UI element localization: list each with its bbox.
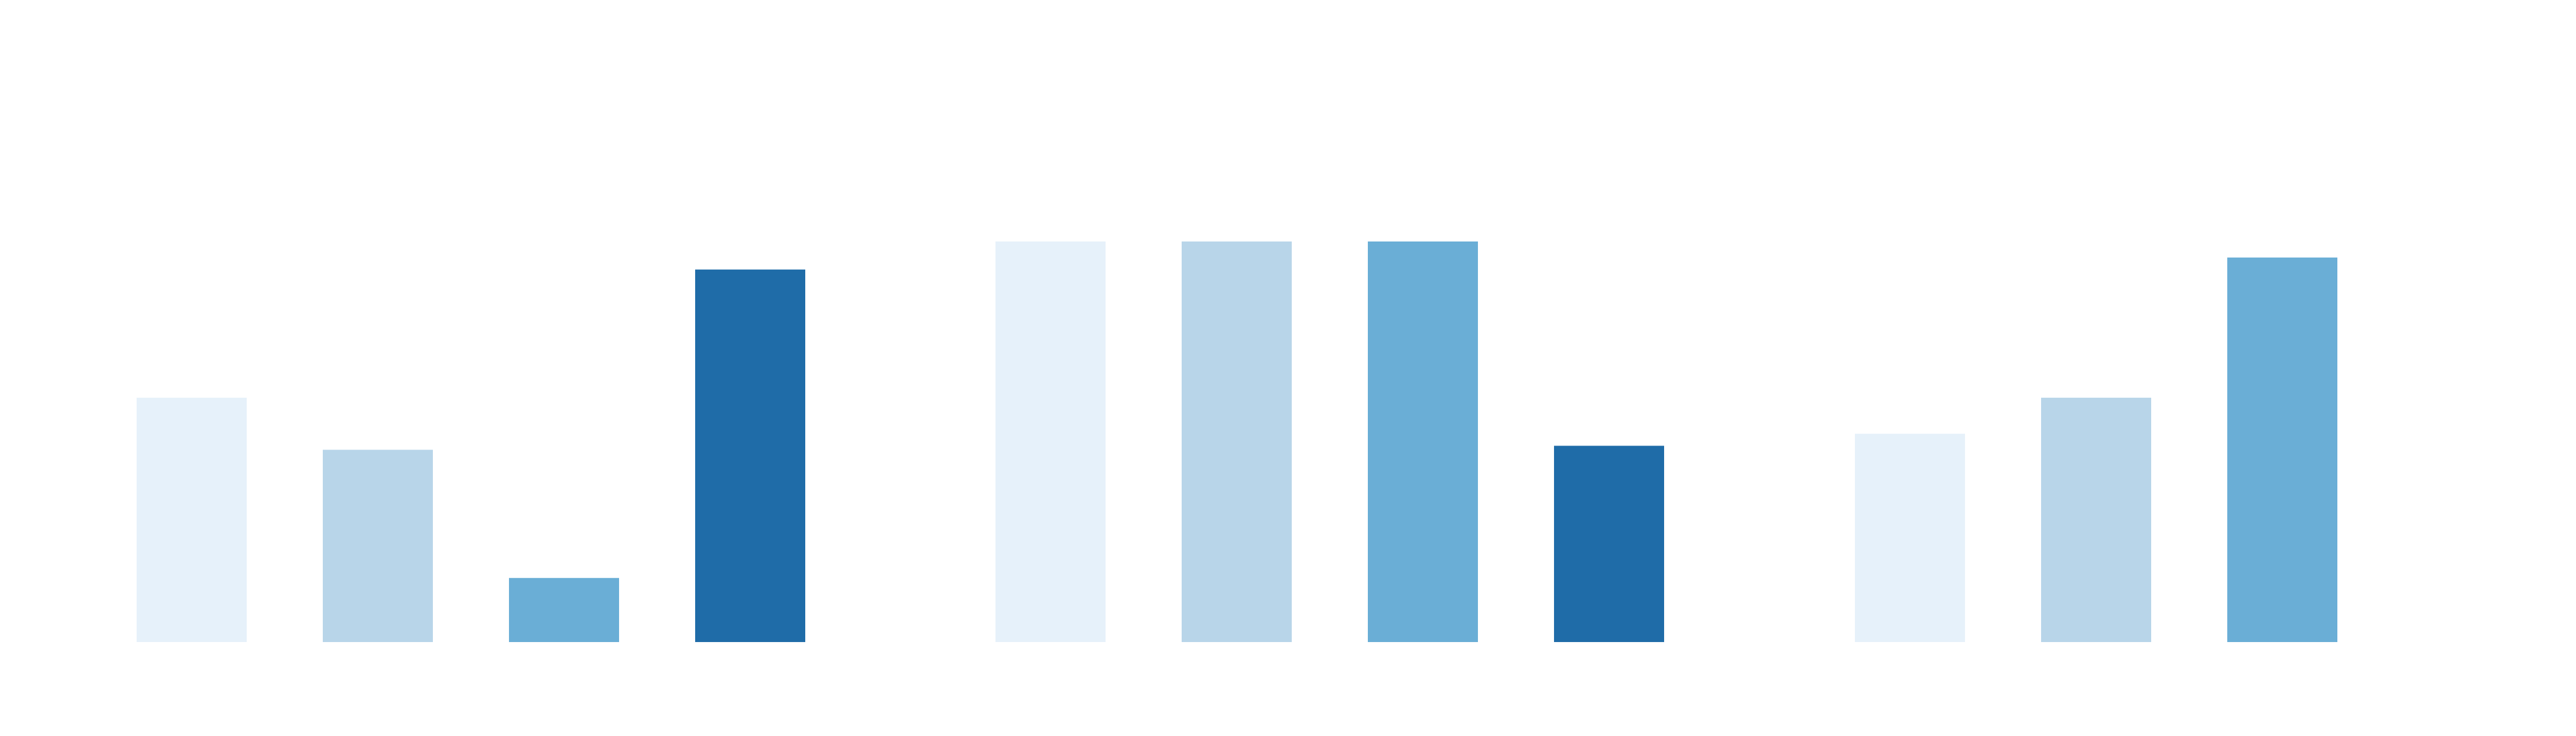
bar-group1-3 xyxy=(509,578,619,642)
bar-group2-4 xyxy=(1554,446,1664,642)
bar-group2-2 xyxy=(1182,241,1292,642)
bar-group2-3 xyxy=(1368,241,1478,642)
bar-group2-1 xyxy=(995,241,1106,642)
bar-group1-4 xyxy=(695,269,805,642)
bars xyxy=(137,241,2337,642)
bar-group3-1 xyxy=(1855,433,1965,642)
bar-group1-1 xyxy=(137,398,247,642)
bar-group3-2 xyxy=(2041,398,2151,642)
bar-group1-2 xyxy=(323,450,433,642)
bar-group3-3 xyxy=(2227,257,2337,642)
